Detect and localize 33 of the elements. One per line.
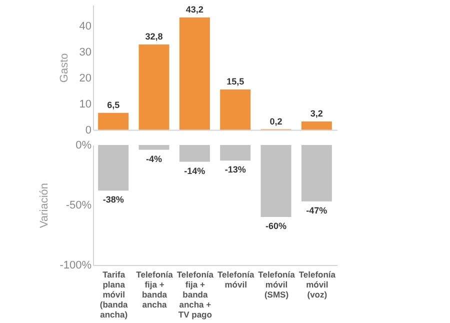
data-label: 0,2 <box>270 116 282 126</box>
bar <box>220 90 251 130</box>
y-tick-label: 0% <box>76 140 92 152</box>
data-label: -4% <box>146 154 162 164</box>
x-tick-label: Telefonía móvil (voz) <box>298 270 336 300</box>
data-label: -60% <box>265 221 287 231</box>
x-tick-label: Tarifa plana móvil (banda ancha) <box>100 270 128 320</box>
y-tick-label: -100% <box>60 260 92 272</box>
y-tick-label: 0 <box>85 124 92 136</box>
x-tick-label: Telefonía móvil (SMS) <box>258 270 296 300</box>
data-label: 3,2 <box>310 108 323 118</box>
x-tick-label: Telefonía fija + banda ancha + TV pago <box>176 270 214 320</box>
data-label: 43,2 <box>186 4 204 14</box>
data-label: -13% <box>224 164 246 175</box>
bar <box>138 44 170 130</box>
bar <box>301 121 332 130</box>
data-label: -38% <box>102 194 124 205</box>
data-label: 15,5 <box>226 76 244 86</box>
y-tick-label: 10 <box>79 98 92 110</box>
data-label: -47% <box>306 205 328 216</box>
y-tick-label: 40 <box>79 20 92 32</box>
data-label: -14% <box>184 166 206 176</box>
data-label: 32,8 <box>145 32 163 42</box>
y-axis-title: Gasto <box>58 53 70 83</box>
y-axis-title: Variación <box>38 182 51 228</box>
x-tick-label: Telefonía fija + banda ancha <box>136 270 174 310</box>
y-tick-label: 30 <box>79 46 92 58</box>
x-tick-label: Telefonía móvil <box>217 270 254 290</box>
data-label: 6,5 <box>107 100 120 110</box>
bar <box>98 112 129 130</box>
y-tick-label: -50% <box>66 200 92 212</box>
bar <box>179 17 210 130</box>
y-tick-label: 20 <box>79 72 92 84</box>
